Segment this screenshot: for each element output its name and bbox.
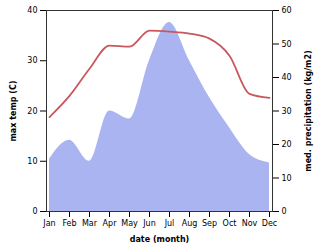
svg-text:20: 20 [27, 107, 37, 116]
svg-text:10: 10 [27, 157, 37, 166]
svg-text:max temp (C): max temp (C) [9, 81, 18, 142]
svg-text:Apr: Apr [103, 219, 118, 228]
svg-text:Jul: Jul [164, 219, 175, 228]
svg-text:Oct: Oct [223, 219, 237, 228]
svg-text:date (month): date (month) [130, 235, 190, 244]
svg-text:40: 40 [282, 73, 292, 82]
svg-text:30: 30 [27, 56, 37, 65]
svg-text:40: 40 [27, 6, 37, 15]
svg-text:50: 50 [282, 40, 292, 49]
svg-text:60: 60 [282, 6, 292, 15]
svg-text:Nov: Nov [242, 219, 258, 228]
svg-text:Jun: Jun [142, 219, 156, 228]
svg-text:Aug: Aug [182, 219, 198, 228]
svg-text:Jan: Jan [42, 219, 55, 228]
svg-text:Mar: Mar [82, 219, 98, 228]
svg-text:0: 0 [282, 207, 287, 216]
svg-text:10: 10 [282, 174, 292, 183]
svg-text:Sep: Sep [202, 219, 217, 228]
svg-text:Feb: Feb [62, 219, 76, 228]
svg-text:Dec: Dec [262, 219, 277, 228]
svg-text:30: 30 [282, 107, 292, 116]
svg-text:20: 20 [282, 140, 292, 149]
svg-text:May: May [121, 219, 138, 228]
svg-text:med. precipitation (kg/m2): med. precipitation (kg/m2) [304, 50, 313, 171]
svg-text:0: 0 [32, 207, 37, 216]
